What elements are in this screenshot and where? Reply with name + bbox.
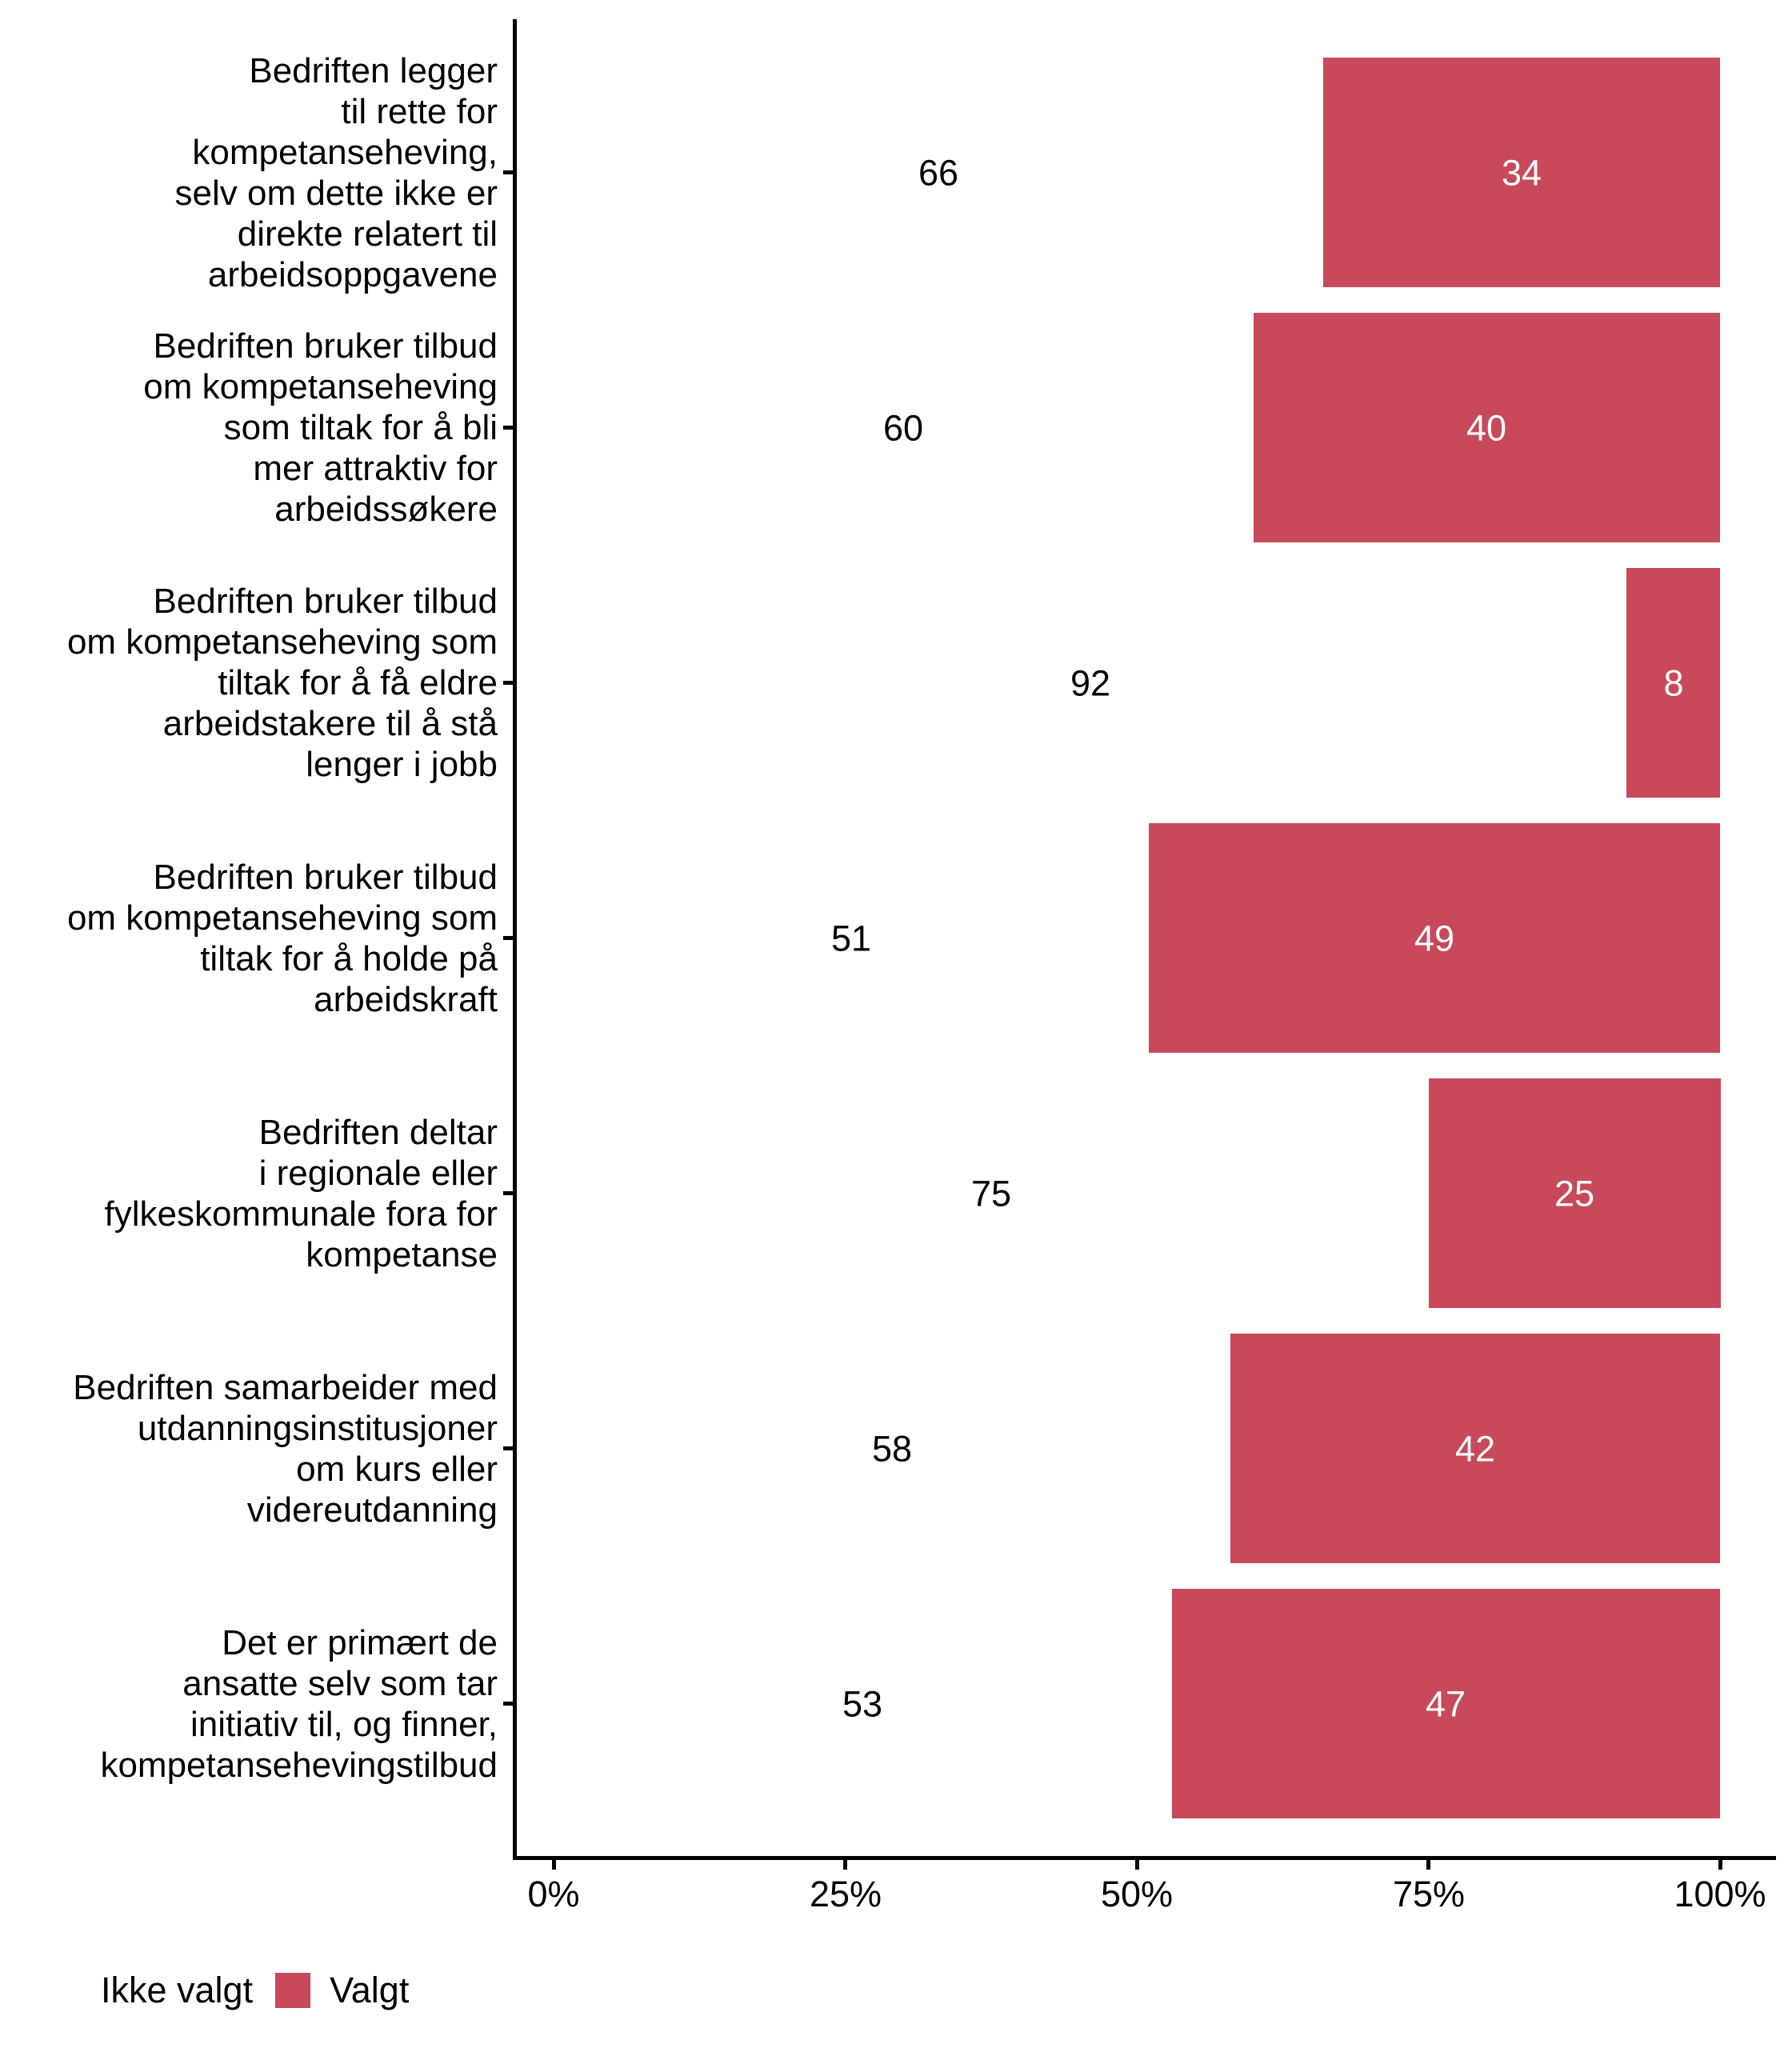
bar-segment-valgt — [1172, 1589, 1720, 1818]
category-label: Bedriften bruker tilbud om kompetansehev… — [8, 802, 498, 1074]
x-tick — [1718, 1860, 1722, 1870]
legend-item: Valgt — [275, 1970, 409, 2011]
category-label: Bedriften deltar i regionale eller fylke… — [8, 1058, 498, 1330]
x-tick — [552, 1860, 556, 1870]
x-tick-label: 50% — [1100, 1874, 1174, 1914]
y-tick — [503, 1191, 514, 1195]
y-tick — [503, 1446, 514, 1450]
x-tick — [843, 1860, 847, 1870]
category-label: Det er primært de ansatte selv som tar i… — [8, 1568, 498, 1840]
value-label-valgt: 34 — [1501, 152, 1542, 194]
category-label-text: Bedriften legger til rette for kompetans… — [174, 50, 498, 294]
category-label-text: Bedriften bruker tilbud om kompetansehev… — [143, 326, 498, 529]
x-tick-label: 25% — [809, 1874, 882, 1914]
y-tick — [503, 1702, 514, 1706]
value-label-valgt: 40 — [1466, 407, 1507, 449]
category-label: Bedriften legger til rette for kompetans… — [8, 37, 498, 309]
value-label-valgt: 47 — [1425, 1683, 1466, 1725]
category-label-text: Bedriften samarbeider med utdanningsinst… — [73, 1367, 498, 1530]
category-label-text: Det er primært de ansatte selv som tar i… — [100, 1622, 498, 1785]
value-label-valgt: 49 — [1414, 918, 1455, 959]
legend-swatch-valgt — [275, 1973, 311, 2008]
legend-label: Valgt — [330, 1970, 410, 2010]
category-label: Bedriften samarbeider med utdanningsinst… — [8, 1313, 498, 1585]
bar-segment-valgt — [1323, 58, 1720, 287]
value-label-ikke-valgt: 53 — [842, 1683, 883, 1725]
value-label-ikke-valgt: 58 — [871, 1428, 913, 1470]
value-label-ikke-valgt: 66 — [918, 152, 959, 194]
category-label-text: Bedriften deltar i regionale eller fylke… — [104, 1112, 498, 1274]
legend-label: Ikke valgt — [101, 1970, 254, 2010]
value-label-ikke-valgt: 75 — [970, 1173, 1012, 1214]
legend: Ikke valgt Valgt — [46, 1970, 431, 2011]
x-tick-label: 0% — [527, 1874, 580, 1914]
y-tick — [503, 170, 514, 174]
y-tick — [503, 936, 514, 940]
value-label-valgt: 42 — [1454, 1428, 1496, 1470]
category-label-text: Bedriften bruker tilbud om kompetansehev… — [66, 582, 498, 784]
bar-segment-valgt — [1429, 1078, 1721, 1308]
y-axis-line — [513, 19, 517, 1860]
legend-swatch-ikke-valgt — [46, 1973, 82, 2008]
value-label-ikke-valgt: 51 — [830, 918, 872, 959]
bar-segment-valgt — [1254, 313, 1720, 542]
y-tick — [503, 426, 514, 430]
bar-segment-valgt — [1149, 823, 1720, 1053]
category-label: Bedriften bruker tilbud om kompetansehev… — [8, 292, 498, 564]
x-tick — [1426, 1860, 1430, 1870]
x-tick — [1135, 1860, 1139, 1870]
legend-item: Ikke valgt — [46, 1970, 253, 2011]
value-label-ikke-valgt: 92 — [1070, 662, 1111, 704]
x-tick-label: 100% — [1674, 1874, 1766, 1914]
value-label-ikke-valgt: 60 — [882, 407, 924, 449]
bar-segment-valgt — [1230, 1334, 1720, 1563]
value-label-valgt: 25 — [1554, 1173, 1595, 1214]
value-label-valgt: 8 — [1663, 662, 1684, 704]
x-axis-line — [513, 1856, 1776, 1860]
x-tick-label: 75% — [1392, 1874, 1466, 1914]
bar-segment-valgt — [1626, 568, 1720, 798]
category-label: Bedriften bruker tilbud om kompetansehev… — [8, 547, 498, 819]
y-tick — [503, 681, 514, 685]
category-label-text: Bedriften bruker tilbud om kompetansehev… — [66, 857, 498, 1019]
